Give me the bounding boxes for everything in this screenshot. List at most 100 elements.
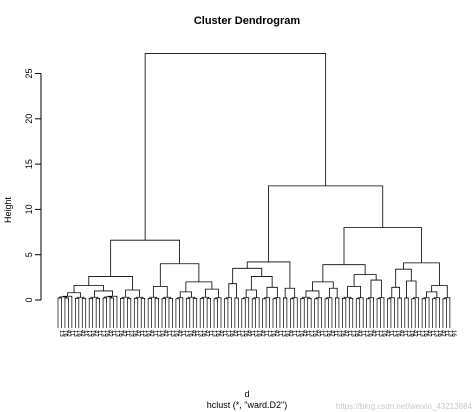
leaf-label: 16 [381,330,387,337]
leaf-label: 16 [200,330,206,337]
leaf-label: 16 [450,330,456,337]
leaf-label: 42 [439,330,445,337]
leaf-label: 11 [221,330,227,337]
leaf-label: 42 [370,330,376,337]
merge-link [307,297,312,300]
leaf-label: 11 [304,330,310,337]
leaf-label: 16 [297,330,303,337]
leaf-label: 13 [419,330,425,337]
y-tick-label: 0 [24,297,34,302]
leaf-label: 11 [166,330,172,337]
leaf-label: 11 [207,330,213,337]
y-axis: 0 5 10 15 20 25 [24,68,42,303]
merge-link [179,291,192,298]
leaf-label: 16 [145,330,151,337]
leaf-label: 11 [346,330,352,337]
merge-link [144,53,327,241]
merge-link [376,298,381,300]
leaf-label: 13 [335,330,341,337]
leaf-label: 11 [387,330,393,337]
leaf-label: 11 [415,330,421,337]
leaf-label: 16 [131,330,137,337]
merge-link [64,297,69,300]
merge-link [102,297,107,300]
leaf-label: 16 [89,330,95,337]
leaf-label: 16 [394,330,400,337]
leaf-label: 11 [68,330,74,337]
leaf-label: 42 [342,330,348,337]
leaf-label: 11 [138,330,144,337]
leaf-labels: 1316421113164211131642111316421113164211… [57,300,456,337]
merge-link [343,227,422,265]
merge-link [391,286,400,298]
leaf-label: 42 [245,330,251,337]
leaf-label: 16 [242,330,248,337]
leaf-label: 16 [103,330,109,337]
leaf-label: 42 [301,330,307,337]
leaf-label: 16 [75,330,81,337]
merge-link [266,286,278,298]
merge-link [104,296,113,298]
merge-link [168,297,173,300]
merge-link [322,264,366,282]
leaf-label: 42 [162,330,168,337]
watermark: https://blog.csdn.net/weixin_43213884 [336,402,473,411]
merge-link [355,298,361,300]
leaf-label: 42 [328,330,334,337]
y-tick-label: 20 [24,114,34,124]
leaf-label: 16 [353,330,359,337]
leaf-label: 13 [238,330,244,337]
leaf-label: 16 [228,330,234,337]
merge-link [442,298,447,300]
method-sublabel: hclust (*, "ward.D2") [207,400,287,410]
merge-link [353,274,377,287]
merge-link [228,283,237,298]
merge-link [426,291,438,298]
leaf-label: 13 [294,330,300,337]
merge-link [404,297,409,300]
merge-link [234,297,239,300]
merge-link [241,298,246,300]
merge-link [300,297,305,300]
leaf-label: 42 [134,330,140,337]
y-tick-label: 10 [24,204,34,214]
leaf-label: 13 [280,330,286,337]
leaf-label: 16 [186,330,192,337]
leaf-label: 42 [273,330,279,337]
leaf-label: 13 [113,330,119,337]
leaf-label: 16 [117,330,123,337]
leaf-label: 42 [176,330,182,337]
leaf-label: 11 [276,330,282,337]
merge-link [272,298,277,300]
merge-link [88,297,94,300]
merge-link [305,290,320,298]
merge-link [199,297,205,300]
merge-link [341,297,347,300]
merge-link [159,263,200,287]
merge-link [328,287,338,298]
leaf-label: 11 [318,330,324,337]
merge-link [140,297,146,300]
leaf-label: 42 [384,330,390,337]
leaf-label: 42 [190,330,196,337]
merge-link [250,276,273,291]
leaf-label: 13 [433,330,439,337]
leaf-label: 13 [155,330,161,337]
leaf-label: 13 [169,330,175,337]
merge-link [406,280,417,298]
leaf-label: 13 [266,330,272,337]
merge-link [251,298,257,300]
leaf-label: 13 [86,330,92,337]
y-tick-label: 25 [24,68,34,78]
leaf-label: 11 [152,330,158,337]
merge-link [185,297,191,300]
leaf-label: 16 [214,330,220,337]
leaf-label: 13 [141,330,147,337]
merge-link [432,298,437,300]
merge-link [147,297,153,300]
merge-link [73,285,104,293]
merge-link [154,297,159,300]
merge-link [283,297,288,300]
merge-link [126,297,132,300]
leaf-label: 16 [367,330,373,337]
